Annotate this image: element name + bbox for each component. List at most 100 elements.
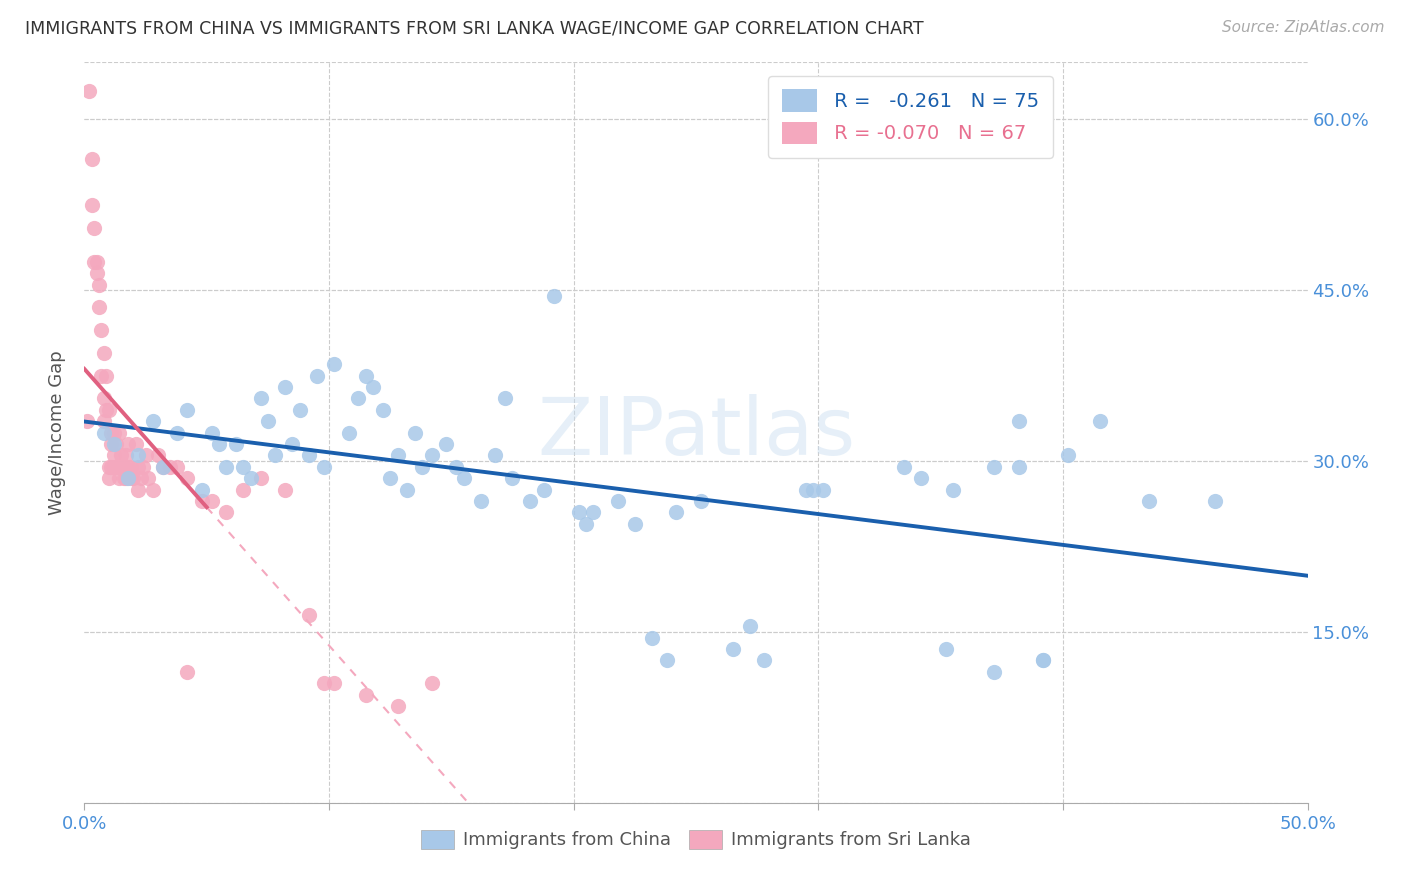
Point <box>127 483 149 497</box>
Point <box>87 277 110 292</box>
Point <box>176 471 198 485</box>
Point <box>811 483 834 497</box>
Point <box>103 425 125 440</box>
Point <box>110 449 132 463</box>
Point <box>93 392 115 406</box>
Point <box>794 483 817 497</box>
Text: Source: ZipAtlas.com: Source: ZipAtlas.com <box>1222 20 1385 35</box>
Legend: Immigrants from China, Immigrants from Sri Lanka: Immigrants from China, Immigrants from S… <box>415 823 977 856</box>
Point <box>93 346 115 360</box>
Point <box>624 516 647 531</box>
Point <box>112 459 135 474</box>
Point <box>87 301 110 315</box>
Point <box>142 414 165 428</box>
Point <box>249 392 271 406</box>
Point <box>176 665 198 679</box>
Point <box>606 494 628 508</box>
Point <box>380 471 402 485</box>
Point <box>166 459 188 474</box>
Point <box>166 425 188 440</box>
Point <box>494 392 516 406</box>
Point <box>107 425 129 440</box>
Point <box>200 425 222 440</box>
Point <box>97 459 120 474</box>
Point <box>249 471 271 485</box>
Point <box>152 459 174 474</box>
Point <box>298 607 321 622</box>
Point <box>1056 449 1078 463</box>
Point <box>314 676 336 690</box>
Point <box>543 289 565 303</box>
Point <box>127 459 149 474</box>
Point <box>738 619 761 633</box>
Point <box>146 449 169 463</box>
Point <box>105 459 128 474</box>
Y-axis label: Wage/Income Gap: Wage/Income Gap <box>48 351 66 515</box>
Text: IMMIGRANTS FROM CHINA VS IMMIGRANTS FROM SRI LANKA WAGE/INCOME GAP CORRELATION C: IMMIGRANTS FROM CHINA VS IMMIGRANTS FROM… <box>25 20 924 37</box>
Point <box>983 665 1005 679</box>
Point <box>176 402 198 417</box>
Point <box>122 471 145 485</box>
Point <box>208 437 231 451</box>
Point <box>387 449 409 463</box>
Point <box>305 368 328 383</box>
Point <box>93 414 115 428</box>
Point <box>120 471 142 485</box>
Point <box>502 471 524 485</box>
Point <box>420 676 443 690</box>
Point <box>90 323 112 337</box>
Point <box>159 459 181 474</box>
Point <box>191 494 214 508</box>
Point <box>97 402 120 417</box>
Point <box>404 425 426 440</box>
Point <box>371 402 394 417</box>
Point <box>567 505 589 519</box>
Point <box>132 459 155 474</box>
Point <box>1032 653 1054 667</box>
Point <box>436 437 458 451</box>
Point <box>387 698 409 713</box>
Point <box>152 459 174 474</box>
Point <box>470 494 492 508</box>
Point <box>396 483 419 497</box>
Point <box>125 437 148 451</box>
Point <box>96 402 118 417</box>
Point <box>453 471 475 485</box>
Point <box>582 505 605 519</box>
Point <box>76 414 98 428</box>
Point <box>80 153 103 167</box>
Point <box>110 459 132 474</box>
Point <box>322 357 344 371</box>
Point <box>215 459 238 474</box>
Point <box>803 483 825 497</box>
Point <box>200 494 222 508</box>
Point <box>519 494 541 508</box>
Point <box>225 437 247 451</box>
Point <box>112 471 135 485</box>
Point <box>83 220 105 235</box>
Point <box>103 459 125 474</box>
Text: ZIPatlas: ZIPatlas <box>537 393 855 472</box>
Point <box>1204 494 1226 508</box>
Point <box>1008 414 1031 428</box>
Point <box>90 368 112 383</box>
Point <box>298 449 321 463</box>
Point <box>337 425 360 440</box>
Point <box>80 198 103 212</box>
Point <box>97 471 120 485</box>
Point <box>103 437 125 451</box>
Point <box>100 459 122 474</box>
Point <box>129 471 152 485</box>
Point <box>484 449 506 463</box>
Point <box>1008 459 1031 474</box>
Point <box>354 688 377 702</box>
Point <box>100 437 122 451</box>
Point <box>314 459 336 474</box>
Point <box>274 380 297 394</box>
Point <box>655 653 678 667</box>
Point <box>1032 653 1054 667</box>
Point <box>754 653 776 667</box>
Point <box>120 459 142 474</box>
Point <box>86 254 108 268</box>
Point <box>641 631 664 645</box>
